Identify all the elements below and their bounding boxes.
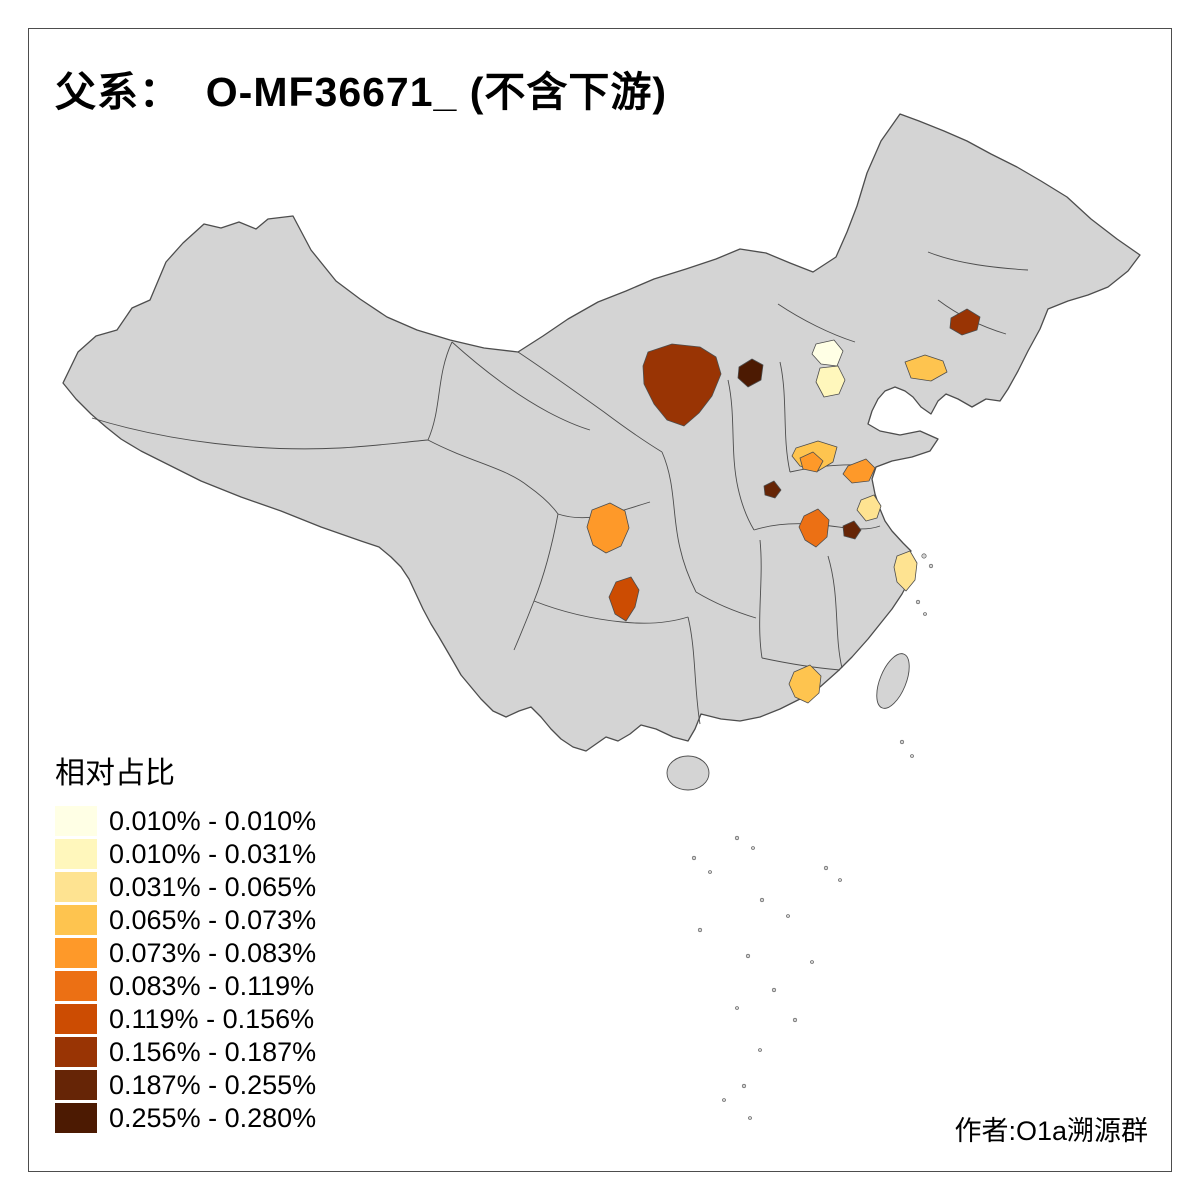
region-inner-mongolia-east-small — [737, 358, 764, 388]
region-sichuan-central — [586, 502, 630, 554]
taiwan-island — [876, 653, 910, 709]
region-chongqing-south — [608, 576, 640, 622]
province-borders — [91, 251, 1029, 725]
region-liaoning-coastal — [904, 354, 948, 382]
legend-row: 0.065% - 0.073% — [55, 905, 316, 935]
region-henan-north-inner — [799, 451, 824, 473]
legend-row: 0.010% - 0.031% — [55, 839, 316, 869]
legend: 相对占比 0.010% - 0.010% 0.010% - 0.031% 0.0… — [55, 748, 316, 1136]
legend-swatch-rect — [55, 938, 97, 968]
legend-row: 0.073% - 0.083% — [55, 938, 316, 968]
legend-swatch — [55, 872, 97, 902]
legend-label: 0.010% - 0.010% — [109, 806, 317, 836]
legend-row: 0.187% - 0.255% — [55, 1070, 316, 1100]
legend-title: 相对占比 — [55, 757, 175, 790]
region-anhui-small-dark — [842, 520, 862, 540]
legend-swatch-rect — [55, 971, 97, 1001]
region-beijing-south — [815, 365, 846, 398]
region-henan-small-dark — [763, 480, 782, 499]
legend-swatch — [55, 839, 97, 869]
legend-row: 0.156% - 0.187% — [55, 1037, 316, 1067]
legend-swatch-rect — [55, 905, 97, 935]
legend-swatch-rect — [55, 839, 97, 869]
legend-label: 0.010% - 0.031% — [109, 839, 317, 869]
legend-swatch — [55, 971, 97, 1001]
legend-row: 0.031% - 0.065% — [55, 872, 316, 902]
china-outline — [62, 113, 1141, 752]
legend-swatch — [55, 1037, 97, 1067]
legend-swatch-rect — [55, 1004, 97, 1034]
legend-swatch — [55, 905, 97, 935]
legend-row: 0.119% - 0.156% — [55, 1004, 316, 1034]
legend-swatch — [55, 938, 97, 968]
legend-row: 0.083% - 0.119% — [55, 971, 316, 1001]
figure-title: 父系： O-MF36671_ (不含下游) — [55, 69, 668, 115]
legend-label: 0.065% - 0.073% — [109, 905, 317, 935]
legend-swatch — [55, 806, 97, 836]
highlighted-regions — [586, 308, 981, 704]
region-jiangsu-south-light — [856, 494, 882, 522]
region-zhejiang-coastal — [893, 550, 918, 592]
legend-swatch-rect — [55, 806, 97, 836]
legend-swatch-rect — [55, 1103, 97, 1133]
legend-label: 0.031% - 0.065% — [109, 872, 317, 902]
region-jiangsu-north — [842, 458, 876, 484]
legend-swatch — [55, 1004, 97, 1034]
legend-swatch — [55, 1103, 97, 1133]
legend-swatch-rect — [55, 1070, 97, 1100]
region-jilin — [949, 308, 981, 336]
hainan-island — [666, 755, 710, 791]
legend-label: 0.187% - 0.255% — [109, 1070, 317, 1100]
legend-label: 0.083% - 0.119% — [109, 971, 315, 1001]
legend-row: 0.255% - 0.280% — [55, 1103, 316, 1133]
legend-label: 0.119% - 0.156% — [109, 1004, 315, 1034]
coastal-and-south-china-sea-islands — [691, 553, 934, 1120]
attribution: 作者:O1a溯源群 — [954, 1116, 1148, 1146]
legend-swatch-rect — [55, 1037, 97, 1067]
legend-label: 0.073% - 0.083% — [109, 938, 317, 968]
region-inner-mongolia-west — [642, 343, 722, 427]
legend-swatch-rect — [55, 872, 97, 902]
region-guangdong-east — [788, 664, 822, 704]
legend-label: 0.156% - 0.187% — [109, 1037, 317, 1067]
legend-swatch — [55, 1070, 97, 1100]
region-anhui-west — [798, 508, 830, 548]
legend-row: 0.010% - 0.010% — [55, 806, 316, 836]
legend-label: 0.255% - 0.280% — [109, 1103, 317, 1133]
